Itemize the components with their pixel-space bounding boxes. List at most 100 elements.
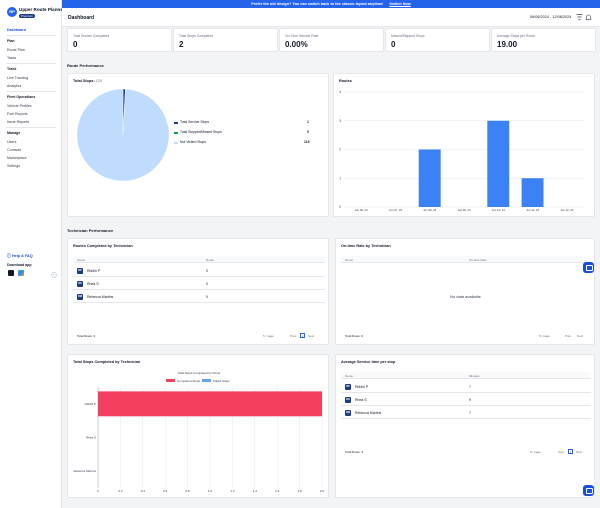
kpi-label: Total Routes Completed <box>73 34 110 38</box>
col-name-header[interactable]: Name <box>345 374 354 378</box>
next-page-button[interactable]: Next <box>576 450 583 454</box>
switch-now-link[interactable]: Switch Now <box>389 2 411 6</box>
sidebar-item-dashboard[interactable]: Dashboard <box>7 28 26 32</box>
sidebar-section-manage: Manage <box>7 131 21 135</box>
collapse-sidebar-icon[interactable]: ‹ <box>51 272 57 278</box>
bell-icon[interactable] <box>585 14 592 21</box>
legend-swatch-not-visited <box>174 142 178 144</box>
page-size-select[interactable]: 5 / page <box>539 334 550 338</box>
banner-text: Prefer the old design? You can switch ba… <box>251 2 384 6</box>
page-title: Dashboard <box>68 15 95 21</box>
sidebar-divider <box>6 63 56 64</box>
legend-label: Completed Stops <box>177 379 201 383</box>
x-tick-label: 0.8 <box>186 489 191 493</box>
sidebar-item-issue-reports[interactable]: Issue Reports <box>7 120 30 124</box>
page-size-select[interactable]: 5 / page <box>530 450 541 454</box>
y-tick-label: Rhea S <box>86 436 96 440</box>
x-tick-label: 2.0 <box>320 489 325 493</box>
sidebar-item-contacts[interactable]: Contacts <box>7 148 22 152</box>
help-label: Help & FAQ <box>11 254 33 258</box>
kpi-total-stops: Total Stops Completed 2 <box>173 28 278 52</box>
technician-name: Rhea S <box>355 398 367 402</box>
stops-by-technician-card: Total Stops Completed by Technician Tota… <box>67 354 329 498</box>
x-tick-label: Jun 09, 24 <box>457 208 471 212</box>
sidebar: RP Upper Route Planner Premium Dashboard… <box>0 0 65 508</box>
no-data-message: No data available <box>450 294 481 299</box>
plan-badge: Premium <box>19 14 36 18</box>
total-stops-title: Total Stops: 120 <box>73 79 102 83</box>
legend-swatch-skipped <box>174 132 178 134</box>
prev-page-button[interactable]: Prev <box>565 334 572 338</box>
sidebar-section-track: Track <box>7 67 17 71</box>
legend-service-value: 1 <box>307 120 309 124</box>
kpi-value: 19.00 <box>497 40 518 49</box>
x-tick-label: Jun 11, 24 <box>526 208 539 212</box>
routes-by-technician-card: Routes Completed by Technician Name Rout… <box>67 238 329 345</box>
technician-performance-heading: Technician Performance <box>67 228 114 233</box>
legend-not-visited-stops: Not Visited Stops <box>180 140 206 144</box>
kpi-ontime-rate: On-Time Service Rate 0.00% <box>279 28 384 52</box>
filter-icon[interactable] <box>576 14 583 20</box>
sidebar-item-fuel-reports[interactable]: Fuel Reports <box>7 112 28 116</box>
x-tick-label: 1.2 <box>230 489 235 493</box>
technician-name: Rhea S <box>87 282 99 286</box>
next-page-button[interactable]: Next <box>577 334 584 338</box>
chat-support-button[interactable] <box>583 262 594 273</box>
stops-by-technician-title: Total Stops Completed by Technician <box>73 360 141 364</box>
x-tick-label: Jun 12, 24 <box>560 208 574 212</box>
help-faq-link[interactable]: ⓘ Help & FAQ <box>7 254 33 259</box>
avatar: RS <box>77 281 83 287</box>
sidebar-item-route-plan[interactable]: Route Plan <box>7 48 25 52</box>
technician-name: Riddhi P <box>355 385 369 389</box>
routes-bar-chart: 0 1 2 3 4 Jun 06, 24 Jun 07, 24 Jun 08, 24 Jun 0… <box>339 90 584 212</box>
x-tick-label: Jun 07, 24 <box>389 208 403 212</box>
kpi-value: 0.00% <box>285 40 308 49</box>
col-ontime-header[interactable]: On-time Rate <box>469 258 487 262</box>
x-tick-label: 1.6 <box>275 489 280 493</box>
page-number-button[interactable]: 1 <box>568 449 573 454</box>
google-play-icon[interactable] <box>18 270 24 276</box>
y-tick-label: 0 <box>339 205 341 209</box>
legend-skipped-stops: Total Skipped/Missed Stops <box>180 130 222 134</box>
route-performance-heading: Route Performance <box>67 63 104 68</box>
table-row: RM Rebecca Martins 7 <box>341 407 591 419</box>
kpi-label: On-Time Service Rate <box>285 34 319 38</box>
kpi-missed-stops: Missed/Skipped Stops 0 <box>385 28 490 52</box>
apple-store-icon[interactable] <box>8 270 14 276</box>
col-name-header[interactable]: Name <box>77 258 86 262</box>
table-header: Name Route <box>73 256 325 263</box>
avg-service-time-card: Average Service time per stop Name Minut… <box>335 354 595 498</box>
help-icon: ⓘ <box>7 254 11 258</box>
sidebar-item-tasks[interactable]: Tasks <box>7 56 17 60</box>
routes-title: Routes <box>339 79 352 83</box>
sidebar-item-settings[interactable]: Settings <box>7 164 20 168</box>
legend-swatch-service <box>174 122 178 124</box>
table-row: RS Rhea S 0 <box>73 278 325 290</box>
page-number-button[interactable]: 1 <box>300 333 305 338</box>
route-count: 0 <box>206 269 208 273</box>
routes-bar <box>418 149 441 207</box>
sidebar-item-live-tracking[interactable]: Live Tracking <box>7 76 29 80</box>
minutes-value: 7 <box>469 385 471 389</box>
sidebar-item-analytics[interactable]: Analytics <box>7 84 22 88</box>
sidebar-item-users[interactable]: Users <box>7 140 17 144</box>
legend-swatch <box>166 379 175 382</box>
col-minutes-header[interactable]: Minutes <box>469 374 480 378</box>
x-tick-label: 0.4 <box>141 489 146 493</box>
next-page-button[interactable]: Next <box>308 334 315 338</box>
sidebar-item-vehicle-profiles[interactable]: Vehicle Profiles <box>7 104 32 108</box>
prev-page-button[interactable]: Prev <box>290 334 297 338</box>
sidebar-section-fleet: Fleet Operations <box>7 95 36 99</box>
col-route-header[interactable]: Route <box>206 258 215 262</box>
ontime-by-technician-card: On-time Rate by Technician Name On-time … <box>335 238 595 345</box>
sidebar-section-plan: Plan <box>7 39 15 43</box>
chat-support-button[interactable] <box>583 485 594 496</box>
sidebar-item-marketplace[interactable]: Marketplace <box>7 156 27 160</box>
avg-service-time-title: Average Service time per stop <box>341 360 396 364</box>
routes-card: Routes 0 1 2 3 4 Jun 06, 24 Jun 07, 24 Jun 08, … <box>333 73 595 217</box>
page-size-select[interactable]: 5 / page <box>263 334 274 338</box>
col-name-header[interactable]: Name <box>345 258 354 262</box>
date-range-picker[interactable]: 06/06/2024 - 12/06/2024 <box>530 15 572 19</box>
table-header: Name Minutes <box>341 372 591 379</box>
prev-page-button[interactable]: Prev <box>558 450 565 454</box>
